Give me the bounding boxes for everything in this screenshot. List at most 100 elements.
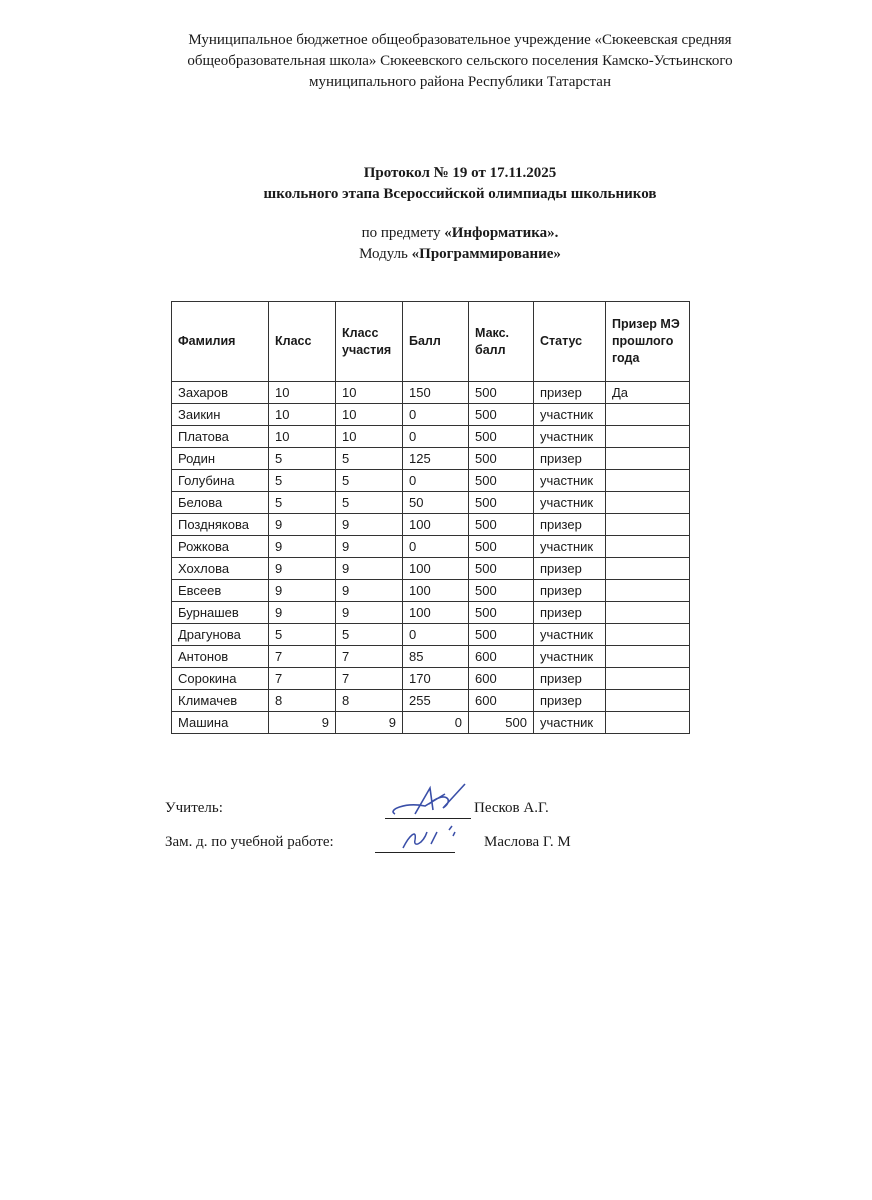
table-cell: Машина — [171, 711, 269, 734]
table-cell: 9 — [268, 513, 336, 536]
table-cell: 8 — [335, 689, 403, 712]
teacher-signature-line — [385, 798, 471, 819]
column-header: Класс участия — [335, 301, 403, 382]
table-row: Родин 5 5 125 500 призер — [171, 447, 690, 470]
table-cell: 10 — [268, 425, 336, 448]
table-cell: 8 — [268, 689, 336, 712]
table-cell: 5 — [268, 469, 336, 492]
deputy-signature-line — [375, 832, 455, 853]
table-cell: призер — [533, 689, 606, 712]
table-cell: Платова — [171, 425, 269, 448]
table-row: Драгунова 5 5 0 500 участник — [171, 623, 690, 646]
table-cell: Драгунова — [171, 623, 269, 646]
table-cell: 500 — [468, 469, 534, 492]
table-cell: 10 — [335, 381, 403, 404]
table-cell: 500 — [468, 403, 534, 426]
table-row: Бурнашев 9 9 100 500 призер — [171, 601, 690, 624]
table-cell: 10 — [335, 403, 403, 426]
protocol-title-block: Протокол № 19 от 17.11.2025 школьного эт… — [130, 163, 790, 205]
table-cell: 100 — [402, 601, 469, 624]
column-header: Фамилия — [171, 301, 269, 382]
table-cell: Хохлова — [171, 557, 269, 580]
table-cell — [605, 579, 690, 602]
table-cell — [605, 623, 690, 646]
table-cell: 5 — [335, 447, 403, 470]
column-header: Балл — [402, 301, 469, 382]
table-cell: призер — [533, 447, 606, 470]
table-cell — [605, 557, 690, 580]
table-cell: 9 — [335, 535, 403, 558]
table-cell: Рожкова — [171, 535, 269, 558]
table-row: Евсеев 9 9 100 500 призер — [171, 579, 690, 602]
table-cell: 9 — [335, 579, 403, 602]
table-cell: 100 — [402, 557, 469, 580]
table-cell: Климачев — [171, 689, 269, 712]
module: «Программирование» — [411, 246, 561, 262]
deputy-signature — [402, 825, 456, 849]
table-cell: 5 — [268, 447, 336, 470]
table-cell: призер — [533, 557, 606, 580]
table-cell: 125 — [402, 447, 469, 470]
table-row: Хохлова 9 9 100 500 призер — [171, 557, 690, 580]
table-row: Белова 5 5 50 500 участник — [171, 491, 690, 514]
table-cell: Евсеев — [171, 579, 269, 602]
deputy-label: Зам. д. по учебной работе: — [165, 834, 334, 850]
table-cell — [605, 601, 690, 624]
table-cell — [605, 645, 690, 668]
deputy-name: Маслова Г. М — [484, 834, 571, 850]
table-cell: 9 — [335, 601, 403, 624]
table-cell — [605, 667, 690, 690]
table-row: Захаров 10 10 150 500 призер Да — [171, 381, 690, 404]
table-cell: 0 — [402, 425, 469, 448]
subject: «Информатика». — [444, 225, 559, 241]
table-row: Голубина 5 5 0 500 участник — [171, 469, 690, 492]
table-row: Рожкова 9 9 0 500 участник — [171, 535, 690, 558]
table-cell: 10 — [268, 403, 336, 426]
table-cell: 500 — [468, 711, 534, 734]
table-cell: 10 — [335, 425, 403, 448]
table-cell: 0 — [402, 711, 469, 734]
table-cell: участник — [533, 645, 606, 668]
table-cell: 7 — [335, 645, 403, 668]
subject-block: по предмету «Информатика». Модуль «Прогр… — [130, 223, 790, 265]
table-cell — [605, 535, 690, 558]
table-cell: Сорокина — [171, 667, 269, 690]
column-header: Класс — [268, 301, 336, 382]
column-header: Макс. балл — [468, 301, 534, 382]
table-cell: Заикин — [171, 403, 269, 426]
table-cell: 5 — [268, 623, 336, 646]
table-cell: Позднякова — [171, 513, 269, 536]
teacher-signature — [392, 783, 466, 815]
table-cell: 0 — [402, 403, 469, 426]
teacher-label: Учитель: — [165, 800, 223, 816]
table-cell: Захаров — [171, 381, 269, 404]
table-cell: 500 — [468, 425, 534, 448]
subject-prefix: по предмету — [361, 225, 445, 241]
table-cell: 0 — [402, 469, 469, 492]
table-cell: Да — [605, 381, 690, 404]
table-cell: Бурнашев — [171, 601, 269, 624]
table-cell: 150 — [402, 381, 469, 404]
table-cell: участник — [533, 623, 606, 646]
table-cell: участник — [533, 425, 606, 448]
table-cell: 0 — [402, 623, 469, 646]
table-cell: 7 — [335, 667, 403, 690]
table-cell — [605, 447, 690, 470]
table-cell: 500 — [468, 447, 534, 470]
table-cell: Белова — [171, 491, 269, 514]
table-cell: Родин — [171, 447, 269, 470]
table-header-row: Фамилия Класс Класс участия Балл Макс. балл С… — [171, 301, 690, 382]
table-cell: 600 — [468, 667, 534, 690]
table-cell: 9 — [335, 557, 403, 580]
table-cell: 9 — [335, 513, 403, 536]
table-cell: 9 — [268, 579, 336, 602]
table-row: Позднякова 9 9 100 500 призер — [171, 513, 690, 536]
table-cell: 500 — [468, 513, 534, 536]
table-cell: 50 — [402, 491, 469, 514]
table-cell: 10 — [268, 381, 336, 404]
table-cell: участник — [533, 491, 606, 514]
table-cell: 9 — [268, 601, 336, 624]
table-cell — [605, 425, 690, 448]
table-cell — [605, 689, 690, 712]
table-cell: 5 — [268, 491, 336, 514]
